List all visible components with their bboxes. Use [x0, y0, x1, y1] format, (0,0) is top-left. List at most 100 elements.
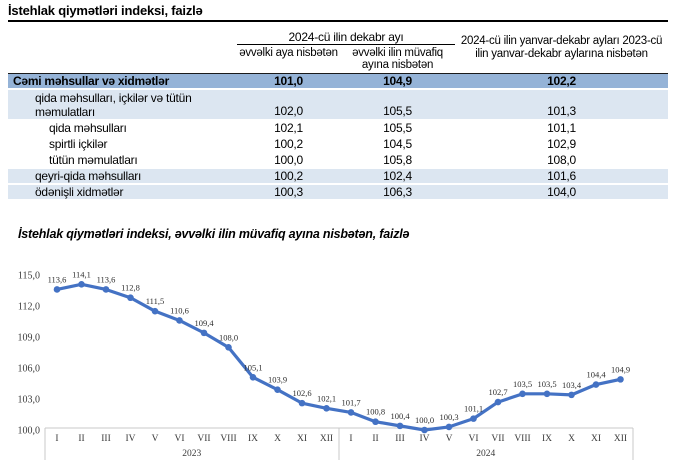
- cell-value: 101,0: [237, 73, 340, 88]
- svg-text:103,0: 103,0: [18, 395, 41, 406]
- cell-value: 100,2: [237, 169, 340, 183]
- svg-text:102,6: 102,6: [292, 388, 311, 398]
- cell-value: 102,4: [340, 169, 455, 183]
- cpi-line-chart: 100,0 103,0 106,0 109,0 112,0 115,0 I II III IV V V…: [0, 250, 677, 476]
- svg-text:VIII: VIII: [514, 434, 530, 444]
- svg-text:112,8: 112,8: [121, 283, 140, 293]
- svg-text:108,0: 108,0: [219, 332, 238, 342]
- svg-text:104,9: 104,9: [611, 364, 630, 374]
- table-row-services: ödənişli xidmətlər 100,3 106,3 104,0: [8, 185, 668, 199]
- svg-text:100,3: 100,3: [439, 412, 458, 422]
- table-row-food: qida məhsulları 102,1 105,5 101,1: [8, 121, 668, 135]
- table-subheader-yoy: əvvəlki ilin müvafiq ayına nisbətən: [352, 47, 443, 71]
- table-row-tobacco: tütün məmulatları 100,0 105,8 108,0: [8, 153, 668, 167]
- svg-text:100,0: 100,0: [18, 426, 41, 437]
- svg-text:XI: XI: [297, 434, 307, 444]
- chart-section-title: İstehlak qiymətləri indeksi, əvvəlki ili…: [18, 227, 410, 241]
- svg-text:112,0: 112,0: [18, 302, 40, 313]
- svg-text:II: II: [372, 434, 378, 444]
- svg-text:101,7: 101,7: [341, 397, 360, 407]
- svg-text:III: III: [101, 434, 111, 444]
- svg-text:104,4: 104,4: [586, 370, 606, 380]
- row-label: qida məhsulları: [8, 121, 237, 135]
- svg-text:XII: XII: [320, 434, 333, 444]
- cell-value: 100,3: [237, 185, 340, 199]
- svg-text:V: V: [446, 434, 453, 444]
- cell-value: 102,9: [455, 137, 668, 151]
- cell-value: 101,1: [455, 121, 668, 135]
- cell-value: 104,9: [340, 73, 455, 88]
- row-label: qeyri-qida məhsulları: [8, 169, 237, 183]
- cell-value: 104,0: [455, 185, 668, 199]
- svg-text:XII: XII: [614, 434, 627, 444]
- row-label: tütün məmulatları: [8, 153, 237, 167]
- cell-value: 105,5: [340, 90, 455, 119]
- svg-text:I: I: [55, 434, 58, 444]
- row-label: spirtli içkilər: [8, 137, 237, 151]
- svg-text:100,8: 100,8: [366, 407, 385, 417]
- table-row-alcohol: spirtli içkilər 100,2 104,5 102,9: [8, 137, 668, 151]
- svg-text:III: III: [395, 434, 405, 444]
- svg-text:2023: 2023: [182, 449, 201, 459]
- title-divider: [8, 20, 668, 22]
- page-title: İstehlak qiymətləri indeksi, faizlə: [8, 3, 203, 18]
- cell-value: 104,5: [340, 137, 455, 151]
- svg-text:IX: IX: [542, 434, 552, 444]
- row-label: Cəmi məhsullar və xidmətlər: [8, 73, 237, 88]
- svg-text:103,4: 103,4: [562, 380, 582, 390]
- svg-text:105,1: 105,1: [243, 362, 262, 372]
- svg-text:103,5: 103,5: [537, 379, 556, 389]
- svg-text:II: II: [78, 434, 84, 444]
- svg-text:115,0: 115,0: [18, 271, 40, 282]
- row-label: qida məhsulları, içkilər və tütün məmula…: [8, 90, 237, 119]
- svg-text:IV: IV: [419, 434, 429, 444]
- table-row-nonfood: qeyri-qida məhsulları 100,2 102,4 101,6: [8, 169, 668, 183]
- cell-value: 100,0: [237, 153, 340, 167]
- svg-text:100,0: 100,0: [415, 415, 434, 425]
- cell-value: 102,1: [237, 121, 340, 135]
- svg-text:VIII: VIII: [220, 434, 236, 444]
- svg-text:114,1: 114,1: [72, 269, 91, 279]
- table-header-ytd: 2024-cü ilin yanvar-dekabr ayları 2023-c…: [460, 34, 663, 60]
- cell-value: 102,0: [237, 90, 340, 119]
- svg-text:103,5: 103,5: [513, 379, 532, 389]
- cpi-table-container: 2024-cü ilin dekabr ayı 2024-cü ilin yan…: [8, 22, 668, 201]
- table-header-period-group: 2024-cü ilin dekabr ayı: [237, 24, 455, 45]
- svg-text:102,7: 102,7: [488, 387, 507, 397]
- svg-text:X: X: [274, 434, 281, 444]
- svg-text:113,6: 113,6: [48, 274, 67, 284]
- cell-value: 108,0: [455, 153, 668, 167]
- svg-text:100,4: 100,4: [390, 411, 410, 421]
- svg-text:I: I: [349, 434, 352, 444]
- svg-text:2024: 2024: [476, 449, 495, 459]
- table-header-row-1: 2024-cü ilin dekabr ayı 2024-cü ilin yan…: [8, 24, 668, 60]
- svg-text:VI: VI: [174, 434, 184, 444]
- svg-text:101,1: 101,1: [464, 404, 483, 414]
- svg-text:113,6: 113,6: [97, 274, 116, 284]
- svg-text:V: V: [152, 434, 159, 444]
- cell-value: 100,2: [237, 137, 340, 151]
- cell-value: 101,6: [455, 169, 668, 183]
- svg-text:VI: VI: [468, 434, 478, 444]
- svg-text:X: X: [568, 434, 575, 444]
- svg-text:103,9: 103,9: [268, 375, 287, 385]
- cpi-table: 2024-cü ilin dekabr ayı 2024-cü ilin yan…: [8, 22, 668, 201]
- table-subheader-mom: əvvəlki aya nisbətən: [239, 47, 338, 59]
- table-row-food-group: qida məhsulları, içkilər və tütün məmula…: [8, 90, 668, 119]
- svg-text:109,0: 109,0: [18, 333, 41, 344]
- row-label: ödənişli xidmətlər: [8, 185, 237, 199]
- table-row-total: Cəmi məhsullar və xidmətlər 101,0 104,9 …: [8, 73, 668, 88]
- cell-value: 105,8: [340, 153, 455, 167]
- table-header-row-2: əvvəlki aya nisbətən əvvəlki ilin müvafi…: [8, 47, 668, 71]
- cell-value: 101,3: [455, 90, 668, 119]
- svg-text:VII: VII: [197, 434, 210, 444]
- svg-text:110,6: 110,6: [170, 305, 189, 315]
- svg-text:102,1: 102,1: [317, 393, 336, 403]
- cell-value: 106,3: [340, 185, 455, 199]
- svg-text:XI: XI: [591, 434, 601, 444]
- svg-text:106,0: 106,0: [18, 364, 41, 375]
- svg-text:111,5: 111,5: [146, 296, 165, 306]
- svg-text:109,4: 109,4: [194, 318, 214, 328]
